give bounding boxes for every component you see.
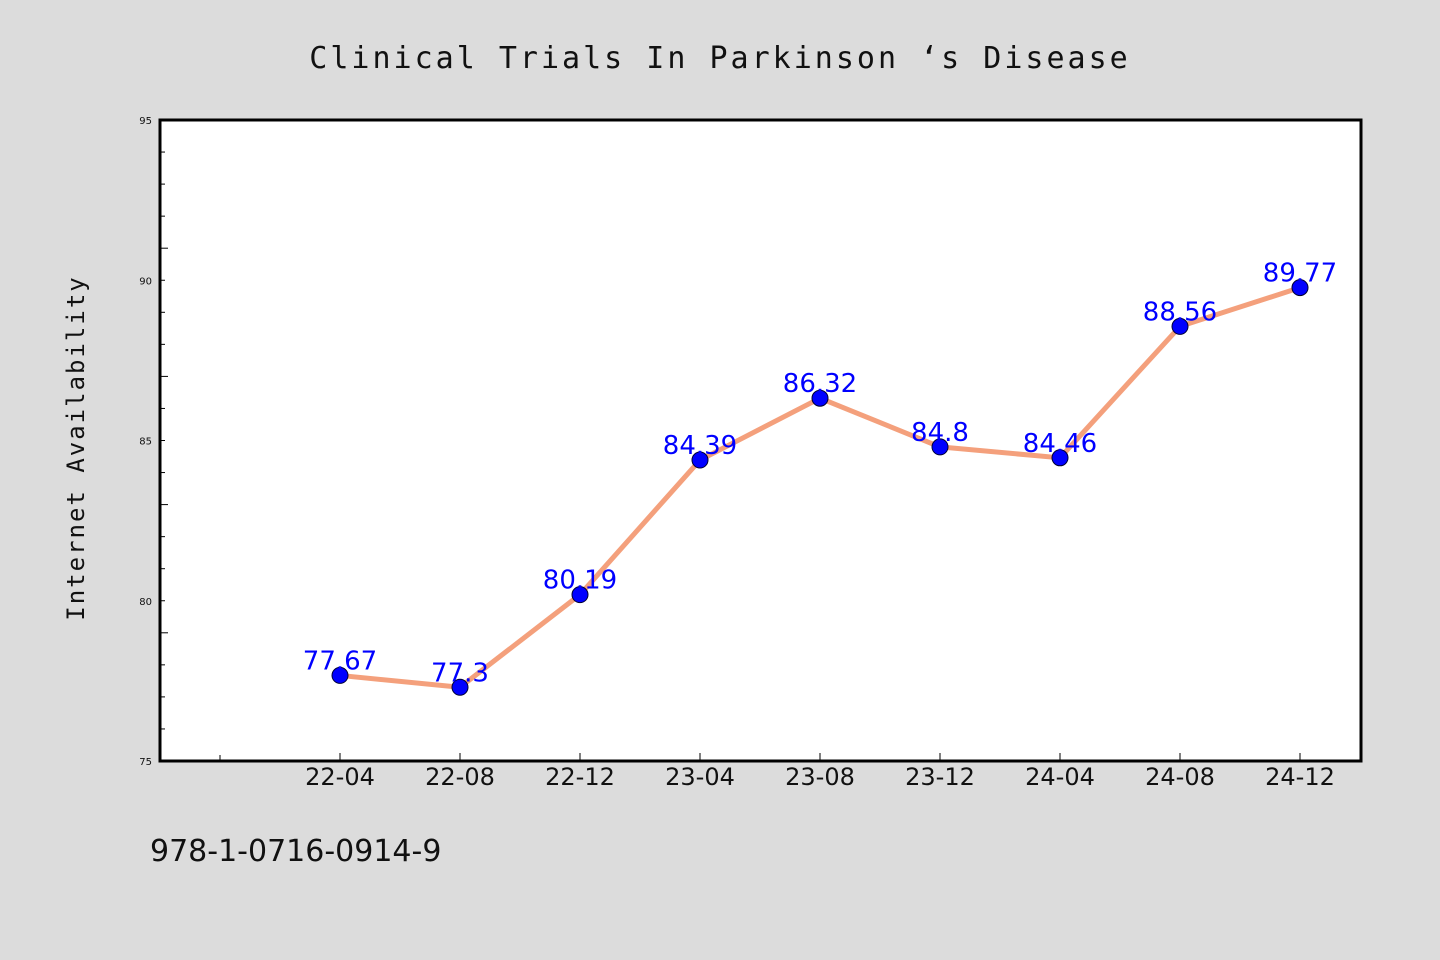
x-tick-label: 23-04 bbox=[665, 763, 735, 791]
data-point bbox=[1051, 449, 1069, 467]
y-axis: 75 80 85 90 95 bbox=[139, 116, 168, 768]
data-point bbox=[571, 586, 589, 604]
x-axis: 22-04 22-08 22-12 23-04 23-08 23-12 24-04 24-08… bbox=[219, 753, 1335, 791]
y-tick-label: 95 bbox=[139, 116, 152, 127]
x-tick-label: 22-04 bbox=[305, 763, 375, 791]
data-label: 86.32 bbox=[783, 369, 857, 399]
x-tick-label: 24-04 bbox=[1025, 763, 1095, 791]
y-tick-label: 75 bbox=[139, 757, 152, 768]
y-tick-label: 85 bbox=[139, 437, 152, 448]
chart-title: Clinical Trials In Parkinson ‘s Disease bbox=[309, 41, 1130, 76]
data-label: 84.39 bbox=[663, 431, 737, 461]
plot-area bbox=[158, 118, 1363, 763]
data-label: 80.19 bbox=[543, 566, 617, 596]
x-tick-label: 23-08 bbox=[785, 763, 855, 791]
y-tick-label: 80 bbox=[139, 597, 152, 608]
data-point bbox=[1171, 317, 1189, 335]
x-tick-label: 24-08 bbox=[1145, 763, 1215, 791]
x-tick-label: 24-12 bbox=[1265, 763, 1335, 791]
y-tick-label: 90 bbox=[139, 276, 152, 287]
isbn-text: 978-1-0716-0914-9 bbox=[150, 834, 442, 869]
x-tick-label: 22-08 bbox=[425, 763, 495, 791]
data-label: 77.67 bbox=[303, 646, 377, 676]
x-tick-label: 23-12 bbox=[905, 763, 975, 791]
data-point bbox=[451, 678, 469, 696]
data-label: 77.3 bbox=[431, 658, 489, 688]
data-point bbox=[331, 666, 349, 684]
data-point bbox=[1291, 279, 1309, 297]
data-label: 89.77 bbox=[1263, 259, 1337, 289]
data-point bbox=[931, 438, 949, 456]
data-label: 84.8 bbox=[911, 418, 969, 448]
data-point bbox=[811, 389, 829, 407]
data-point bbox=[691, 451, 709, 469]
data-label: 88.56 bbox=[1143, 297, 1217, 327]
data-series: 77.67 77.3 80.19 84.39 86.32 84.8 84.46 88.56 89… bbox=[303, 259, 1337, 696]
x-tick-label: 22-12 bbox=[545, 763, 615, 791]
y-axis-title: Internet Availability bbox=[62, 275, 90, 620]
data-label: 84.46 bbox=[1023, 429, 1097, 459]
